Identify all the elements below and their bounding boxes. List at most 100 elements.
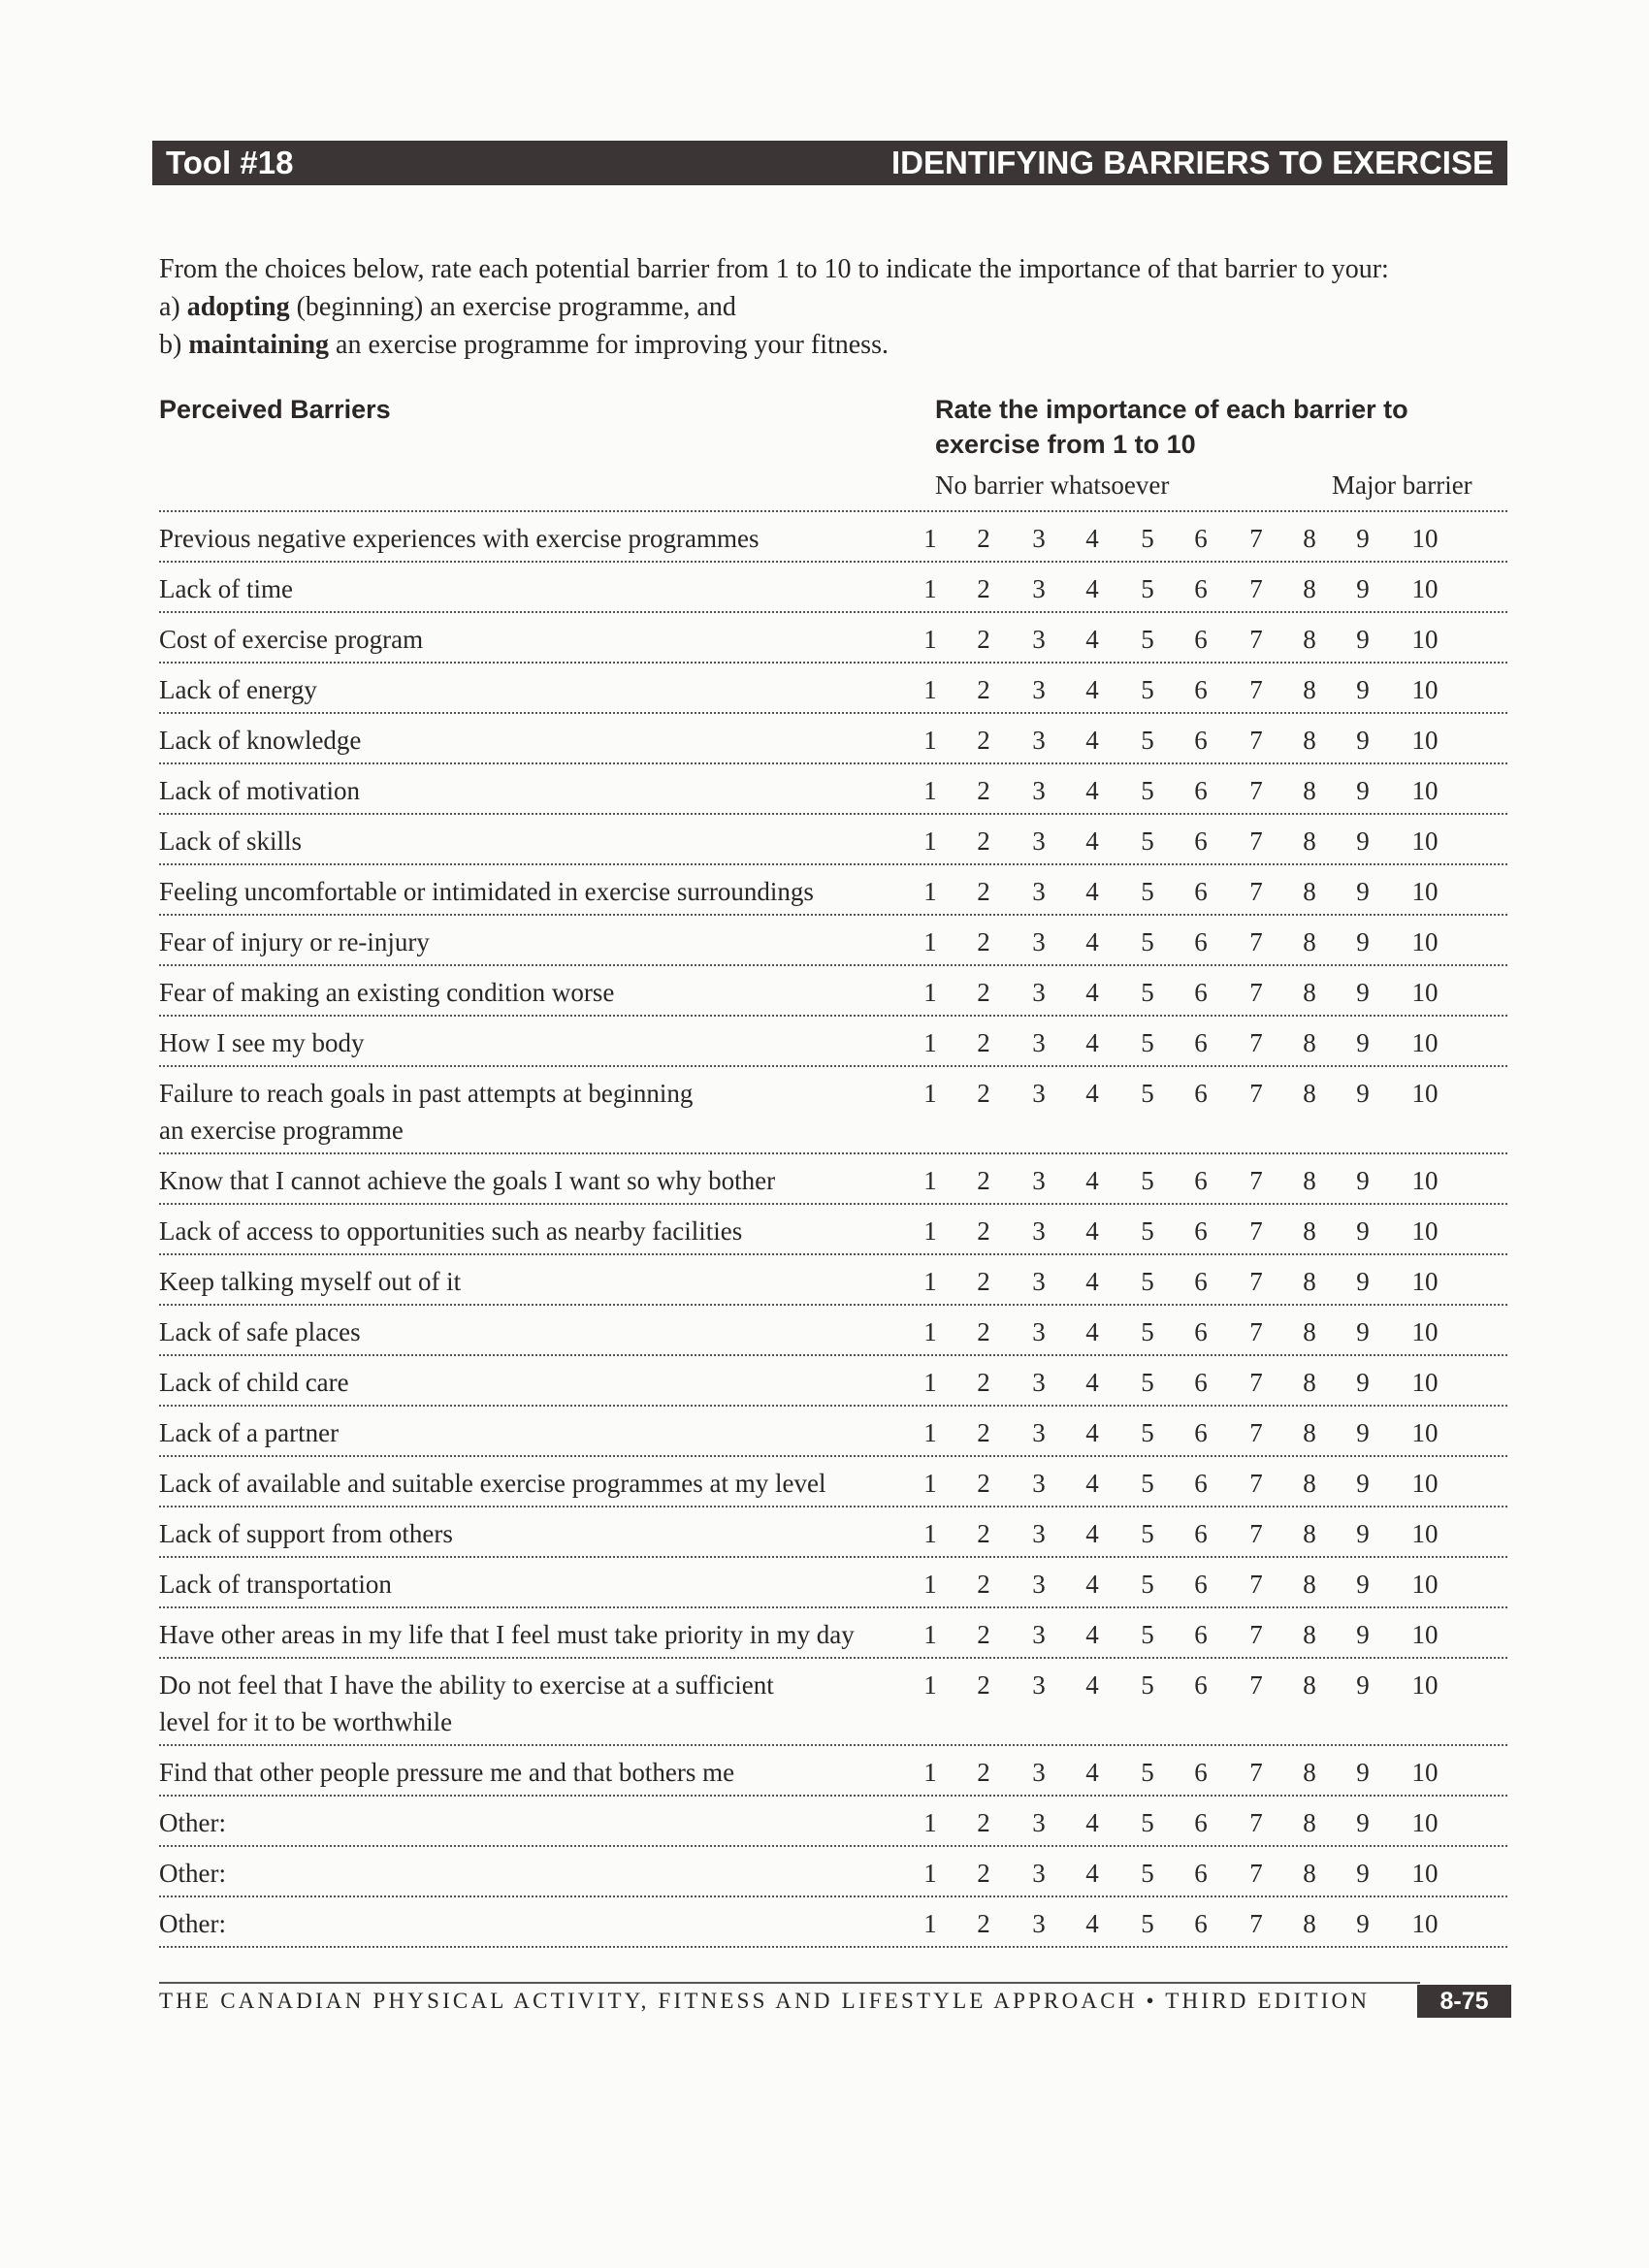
rating-option-7[interactable]: 7 xyxy=(1249,776,1263,805)
rating-option-10[interactable]: 10 xyxy=(1411,776,1439,805)
rating-option-4[interactable]: 4 xyxy=(1085,978,1099,1007)
rating-option-10[interactable]: 10 xyxy=(1411,1166,1439,1195)
rating-option-1[interactable]: 1 xyxy=(923,1418,937,1447)
rating-option-9[interactable]: 9 xyxy=(1356,1368,1370,1397)
rating-option-2[interactable]: 2 xyxy=(977,1317,990,1346)
rating-option-9[interactable]: 9 xyxy=(1356,927,1370,956)
rating-option-1[interactable]: 1 xyxy=(923,1758,937,1787)
rating-option-5[interactable]: 5 xyxy=(1141,574,1154,603)
rating-option-1[interactable]: 1 xyxy=(923,1670,937,1700)
rating-option-7[interactable]: 7 xyxy=(1249,1418,1263,1447)
rating-option-10[interactable]: 10 xyxy=(1411,1028,1439,1057)
rating-option-8[interactable]: 8 xyxy=(1303,776,1316,805)
rating-option-2[interactable]: 2 xyxy=(977,726,990,755)
rating-option-8[interactable]: 8 xyxy=(1303,978,1316,1007)
rating-option-1[interactable]: 1 xyxy=(923,826,937,856)
rating-option-5[interactable]: 5 xyxy=(1141,1570,1154,1599)
rating-option-9[interactable]: 9 xyxy=(1356,524,1370,553)
rating-option-5[interactable]: 5 xyxy=(1141,524,1154,553)
rating-option-2[interactable]: 2 xyxy=(977,1570,990,1599)
rating-option-7[interactable]: 7 xyxy=(1249,1166,1263,1195)
rating-option-10[interactable]: 10 xyxy=(1411,726,1439,755)
rating-option-7[interactable]: 7 xyxy=(1249,675,1263,704)
rating-option-1[interactable]: 1 xyxy=(923,1909,937,1938)
rating-option-4[interactable]: 4 xyxy=(1085,1166,1099,1195)
rating-option-8[interactable]: 8 xyxy=(1303,1216,1316,1246)
rating-option-3[interactable]: 3 xyxy=(1032,826,1046,856)
rating-option-3[interactable]: 3 xyxy=(1032,1267,1046,1296)
rating-option-4[interactable]: 4 xyxy=(1085,726,1099,755)
rating-option-4[interactable]: 4 xyxy=(1085,1620,1099,1649)
rating-option-4[interactable]: 4 xyxy=(1085,524,1099,553)
rating-option-8[interactable]: 8 xyxy=(1303,927,1316,956)
rating-option-10[interactable]: 10 xyxy=(1411,826,1439,856)
rating-option-8[interactable]: 8 xyxy=(1303,1028,1316,1057)
rating-option-4[interactable]: 4 xyxy=(1085,1570,1099,1599)
rating-option-2[interactable]: 2 xyxy=(977,1670,990,1700)
rating-option-7[interactable]: 7 xyxy=(1249,1519,1263,1548)
rating-option-2[interactable]: 2 xyxy=(977,675,990,704)
rating-option-4[interactable]: 4 xyxy=(1085,675,1099,704)
rating-option-2[interactable]: 2 xyxy=(977,1469,990,1498)
rating-option-9[interactable]: 9 xyxy=(1356,1028,1370,1057)
rating-option-9[interactable]: 9 xyxy=(1356,1670,1370,1700)
rating-option-3[interactable]: 3 xyxy=(1032,1808,1046,1837)
rating-option-6[interactable]: 6 xyxy=(1194,1079,1208,1108)
rating-option-1[interactable]: 1 xyxy=(923,1079,937,1108)
rating-option-7[interactable]: 7 xyxy=(1249,1670,1263,1700)
rating-option-8[interactable]: 8 xyxy=(1303,877,1316,906)
rating-option-1[interactable]: 1 xyxy=(923,574,937,603)
rating-option-9[interactable]: 9 xyxy=(1356,826,1370,856)
rating-option-4[interactable]: 4 xyxy=(1085,1909,1099,1938)
rating-option-8[interactable]: 8 xyxy=(1303,625,1316,654)
rating-option-1[interactable]: 1 xyxy=(923,524,937,553)
rating-option-2[interactable]: 2 xyxy=(977,625,990,654)
rating-option-3[interactable]: 3 xyxy=(1032,1317,1046,1346)
rating-option-2[interactable]: 2 xyxy=(977,1418,990,1447)
rating-option-2[interactable]: 2 xyxy=(977,978,990,1007)
rating-option-3[interactable]: 3 xyxy=(1032,1859,1046,1888)
rating-option-8[interactable]: 8 xyxy=(1303,574,1316,603)
rating-option-1[interactable]: 1 xyxy=(923,927,937,956)
rating-option-8[interactable]: 8 xyxy=(1303,826,1316,856)
rating-option-5[interactable]: 5 xyxy=(1141,625,1154,654)
rating-option-4[interactable]: 4 xyxy=(1085,1519,1099,1548)
rating-option-10[interactable]: 10 xyxy=(1411,1368,1439,1397)
rating-option-5[interactable]: 5 xyxy=(1141,1670,1154,1700)
rating-option-1[interactable]: 1 xyxy=(923,1620,937,1649)
rating-option-1[interactable]: 1 xyxy=(923,1519,937,1548)
rating-option-6[interactable]: 6 xyxy=(1194,927,1208,956)
rating-option-6[interactable]: 6 xyxy=(1194,826,1208,856)
rating-option-9[interactable]: 9 xyxy=(1356,625,1370,654)
rating-option-7[interactable]: 7 xyxy=(1249,826,1263,856)
rating-option-7[interactable]: 7 xyxy=(1249,1909,1263,1938)
rating-option-10[interactable]: 10 xyxy=(1411,1570,1439,1599)
rating-option-4[interactable]: 4 xyxy=(1085,1469,1099,1498)
rating-option-8[interactable]: 8 xyxy=(1303,1079,1316,1108)
rating-option-1[interactable]: 1 xyxy=(923,1267,937,1296)
rating-option-9[interactable]: 9 xyxy=(1356,675,1370,704)
rating-option-4[interactable]: 4 xyxy=(1085,625,1099,654)
rating-option-2[interactable]: 2 xyxy=(977,524,990,553)
rating-option-6[interactable]: 6 xyxy=(1194,1166,1208,1195)
rating-option-9[interactable]: 9 xyxy=(1356,877,1370,906)
rating-option-8[interactable]: 8 xyxy=(1303,1859,1316,1888)
rating-option-10[interactable]: 10 xyxy=(1411,524,1439,553)
rating-option-7[interactable]: 7 xyxy=(1249,726,1263,755)
rating-option-10[interactable]: 10 xyxy=(1411,1808,1439,1837)
rating-option-3[interactable]: 3 xyxy=(1032,726,1046,755)
rating-option-5[interactable]: 5 xyxy=(1141,1028,1154,1057)
rating-option-1[interactable]: 1 xyxy=(923,675,937,704)
rating-option-2[interactable]: 2 xyxy=(977,1368,990,1397)
rating-option-7[interactable]: 7 xyxy=(1249,1317,1263,1346)
rating-option-10[interactable]: 10 xyxy=(1411,574,1439,603)
rating-option-8[interactable]: 8 xyxy=(1303,1166,1316,1195)
rating-option-10[interactable]: 10 xyxy=(1411,1317,1439,1346)
rating-option-6[interactable]: 6 xyxy=(1194,1418,1208,1447)
rating-option-5[interactable]: 5 xyxy=(1141,1909,1154,1938)
rating-option-5[interactable]: 5 xyxy=(1141,1469,1154,1498)
rating-option-7[interactable]: 7 xyxy=(1249,1570,1263,1599)
rating-option-3[interactable]: 3 xyxy=(1032,1909,1046,1938)
rating-option-8[interactable]: 8 xyxy=(1303,1808,1316,1837)
rating-option-3[interactable]: 3 xyxy=(1032,1620,1046,1649)
